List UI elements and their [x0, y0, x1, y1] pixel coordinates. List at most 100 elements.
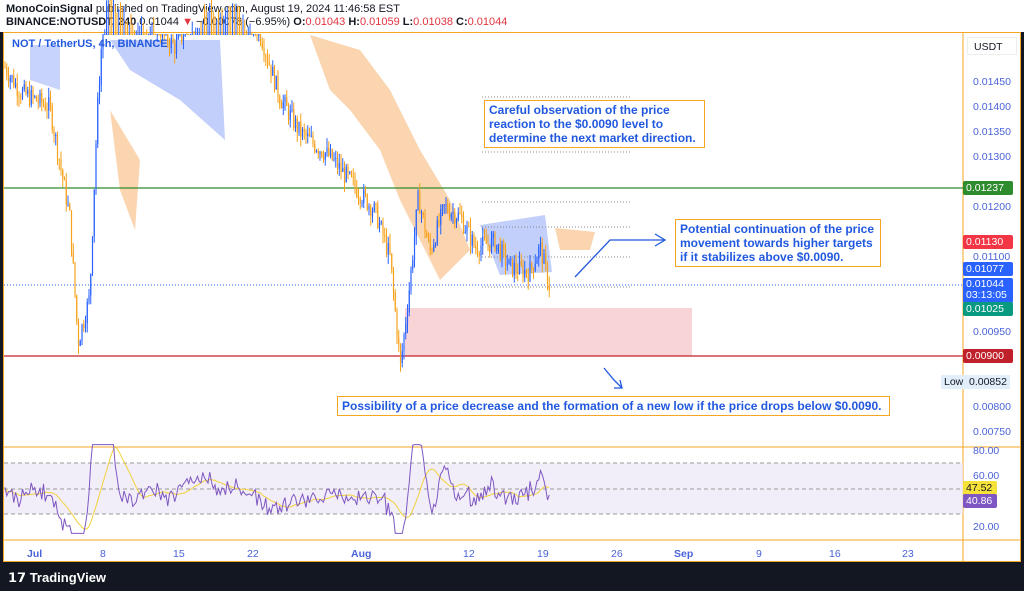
teal-tag: 0.01025: [963, 302, 1013, 316]
candle: [200, 34, 202, 35]
candle: [539, 242, 542, 247]
candle: [233, 34, 235, 35]
candle: [207, 34, 209, 35]
candle: [384, 235, 386, 237]
ichimoku-cloud-bull: [30, 45, 60, 90]
note-top[interactable]: Careful observation of the price reactio…: [484, 100, 705, 148]
candle: [497, 244, 500, 246]
candle: [11, 75, 13, 78]
candle: [130, 34, 132, 35]
candle: [156, 34, 158, 35]
date-label: 23: [902, 548, 914, 560]
candle: [522, 265, 524, 278]
price-value: 0.01044: [966, 278, 1004, 290]
publish-header: MonoCoinSignal published on TradingView.…: [0, 0, 1024, 32]
candle: [48, 97, 50, 111]
candle: [161, 34, 164, 38]
date-label: 19: [537, 548, 549, 560]
low-label: Low: [941, 375, 967, 389]
candle: [343, 167, 346, 183]
candle: [321, 151, 323, 157]
candle: [247, 34, 249, 35]
candle: [53, 130, 55, 136]
candle: [154, 34, 157, 35]
price-label: 0.01200: [973, 201, 1011, 213]
candle: [235, 34, 237, 35]
publisher: MonoCoinSignal: [6, 3, 93, 15]
candle: [163, 34, 165, 35]
candle: [427, 237, 430, 240]
candle: [405, 323, 407, 335]
high: 0.01059: [359, 16, 400, 28]
candle: [335, 157, 337, 159]
candle: [310, 135, 312, 137]
candle: [287, 105, 290, 120]
candle: [214, 34, 216, 35]
candle: [441, 205, 444, 210]
price-label: 0.01100: [973, 251, 1011, 263]
candle: [128, 34, 130, 35]
candle: [296, 118, 298, 133]
candle: [420, 212, 423, 214]
candle: [398, 337, 400, 345]
candle: [165, 34, 167, 35]
candle: [345, 166, 347, 183]
countdown: 03:13:05: [966, 289, 1007, 301]
candle: [459, 212, 461, 214]
candle: [42, 102, 45, 105]
candle: [331, 149, 333, 160]
candle: [280, 104, 283, 109]
candle: [340, 162, 342, 172]
candle: [450, 214, 452, 219]
candle: [363, 189, 365, 203]
candle: [209, 34, 211, 35]
candle: [69, 204, 71, 211]
rsi-label: 80.00: [973, 445, 1000, 457]
candle: [272, 66, 274, 76]
currency-button[interactable]: USDT: [967, 37, 1017, 55]
publish-info: published on TradingView.com, August 19,…: [92, 3, 400, 15]
candle: [410, 268, 412, 291]
candle: [364, 189, 367, 195]
candle: [434, 244, 437, 246]
candle: [452, 212, 454, 215]
note-right[interactable]: Potential continuation of the price move…: [675, 219, 881, 267]
candle: [203, 34, 206, 35]
candle: [270, 64, 272, 76]
candle: [252, 34, 255, 35]
candle: [172, 37, 174, 43]
candle: [167, 34, 169, 42]
candle: [226, 34, 228, 35]
candle: [119, 34, 122, 35]
candle: [88, 295, 90, 302]
candle: [492, 233, 494, 238]
note-bottom[interactable]: Possibility of a price decrease and the …: [337, 396, 890, 416]
candle: [202, 34, 204, 35]
candle: [548, 285, 550, 291]
candle: [230, 34, 232, 35]
candle: [91, 236, 94, 275]
candle: [419, 191, 421, 214]
candle: [378, 223, 381, 229]
date-label: Sep: [674, 548, 694, 560]
candle: [205, 34, 207, 35]
candle: [191, 34, 193, 35]
date-label: 8: [100, 548, 106, 560]
candle: [329, 149, 332, 156]
candle: [70, 210, 73, 252]
arrow-down-icon: [603, 367, 623, 389]
candles: [4, 0, 550, 372]
candle: [35, 96, 38, 102]
candle: [27, 90, 29, 94]
candle: [396, 310, 398, 338]
candle: [265, 55, 267, 57]
candle: [354, 177, 356, 188]
candle: [496, 244, 498, 251]
candle: [121, 34, 123, 35]
ichimoku-cloud-bull: [480, 215, 552, 275]
price-tag: 0.01044 03:13:05: [963, 278, 1013, 303]
candle: [123, 34, 125, 35]
candle: [291, 109, 293, 111]
candle: [37, 101, 39, 103]
